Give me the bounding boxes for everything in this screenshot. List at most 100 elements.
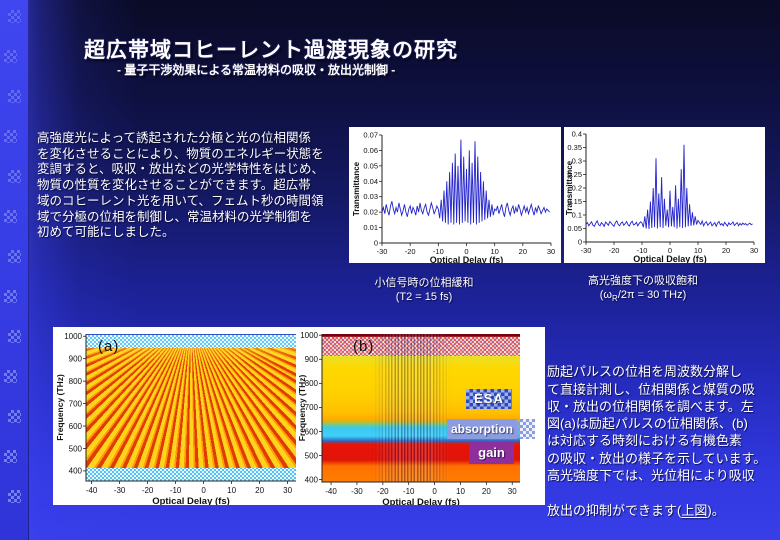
svg-text:Frequency (THz): Frequency (THz) [55, 374, 65, 441]
spectrogram-panel: 1000 900 800 700 600 500 400 -40 -30 -20 -10 0 10 20 3… [53, 327, 545, 505]
svg-text:0: 0 [464, 247, 468, 256]
svg-text:Optical Delay (fs): Optical Delay (fs) [633, 254, 707, 263]
svg-text:-40: -40 [86, 486, 98, 495]
svg-text:0.35: 0.35 [567, 143, 582, 152]
intro-paragraph: 高強度光によって誘起された分極と光の位相関係 を変化させることにより、物質のエネ… [37, 131, 325, 240]
svg-text:400: 400 [69, 467, 83, 476]
checker-accent-bar [0, 0, 29, 540]
noise-band-top [86, 334, 296, 348]
jouzu-underlined-ref: 上図 [681, 502, 708, 518]
svg-text:Optical Delay (fs): Optical Delay (fs) [152, 496, 230, 505]
svg-text:20: 20 [255, 486, 264, 495]
svg-text:20: 20 [722, 246, 730, 255]
svg-text:600: 600 [305, 427, 319, 436]
noise-band-top [322, 337, 520, 356]
svg-text:Optical Delay (fs): Optical Delay (fs) [430, 255, 504, 263]
spectrogram-axes: 1000 900 800 700 600 500 400 -40 -30 -20 -10 0 10 20 3… [55, 331, 520, 505]
svg-text:0.01: 0.01 [363, 223, 378, 232]
svg-text:-30: -30 [581, 246, 592, 255]
absorption-saturation-chart: 0 0.05 0.1 0.15 0.2 0.25 0.3 0.35 0.4 -30 -20 -10 0 1… [565, 130, 758, 264]
absorption-label: absorption [447, 419, 517, 439]
plot-absorption-saturation: 0 0.05 0.1 0.15 0.2 0.25 0.3 0.35 0.4 -30 -20 -10 0 1… [564, 127, 765, 263]
esa-label: ESA [466, 389, 512, 409]
svg-text:Transmittance: Transmittance [565, 160, 574, 215]
svg-text:0: 0 [668, 246, 672, 255]
caption-line: 小信号時の位相緩和 [374, 277, 474, 289]
svg-text:0.05: 0.05 [567, 224, 582, 233]
svg-text:0.15: 0.15 [567, 197, 582, 206]
svg-text:900: 900 [69, 354, 83, 363]
svg-text:-10: -10 [637, 246, 648, 255]
svg-text:30: 30 [547, 247, 555, 256]
svg-text:500: 500 [305, 451, 319, 460]
svg-text:Optical Delay (fs): Optical Delay (fs) [382, 497, 460, 505]
checker-square [8, 170, 21, 183]
checker-square [4, 50, 17, 63]
svg-text:10: 10 [456, 487, 465, 496]
description-paragraph: 励起パルスの位相を周波数分解し て直接計測し、位相関係と媒質の吸 収・放出の位相… [547, 346, 779, 519]
svg-text:-30: -30 [351, 487, 363, 496]
svg-text:-30: -30 [377, 247, 388, 256]
svg-text:0.02: 0.02 [363, 208, 378, 217]
caption-phase-relaxation: 小信号時の位相緩和 (T2 = 15 fs) [352, 276, 496, 304]
plot-phase-relaxation: 0 0.01 0.02 0.03 0.04 0.05 0.06 0.07 -30 -20 -10 0 1… [349, 127, 561, 263]
caption-line: (ωR/2π = 30 THz) [599, 289, 687, 304]
svg-text:700: 700 [305, 403, 319, 412]
svg-text:800: 800 [305, 379, 319, 388]
svg-text:20: 20 [519, 247, 527, 256]
checker-square [4, 450, 17, 463]
svg-text:-40: -40 [325, 487, 337, 496]
checker-square [4, 210, 17, 223]
spectrogram-a-heatmap [86, 334, 296, 481]
checker-square [8, 250, 21, 263]
svg-text:-20: -20 [142, 486, 154, 495]
checker-square [8, 90, 21, 103]
svg-text:0.03: 0.03 [363, 192, 378, 201]
svg-text:0.25: 0.25 [567, 170, 582, 179]
svg-text:-20: -20 [405, 247, 416, 256]
panel-label-b: (b) [353, 338, 375, 355]
svg-text:500: 500 [69, 444, 83, 453]
svg-text:0.4: 0.4 [572, 130, 582, 139]
svg-text:800: 800 [69, 377, 83, 386]
description-lines: 励起パルスの位相を周波数分解し て直接計測し、位相関係と媒質の吸 収・放出の位相… [547, 364, 767, 484]
caption-line: (T2 = 15 fs) [395, 291, 453, 303]
svg-text:-20: -20 [609, 246, 620, 255]
svg-text:-10: -10 [170, 486, 182, 495]
description-last-line: 放出の抑制ができます(上図)。 [547, 502, 725, 518]
svg-text:30: 30 [508, 487, 517, 496]
checker-square [8, 490, 21, 503]
phase-relaxation-chart: 0 0.01 0.02 0.03 0.04 0.05 0.06 0.07 -30 -20 -10 0 1… [352, 131, 555, 264]
absorption-label-checker-extension [517, 419, 535, 439]
svg-text:10: 10 [227, 486, 236, 495]
svg-text:0.3: 0.3 [572, 157, 582, 166]
subscript-r: R [612, 294, 618, 304]
checker-square [8, 410, 21, 423]
svg-text:-10: -10 [403, 487, 415, 496]
caption-line: 高光強度下の吸収飽和 [588, 275, 698, 287]
svg-text:0.2: 0.2 [572, 184, 582, 193]
checker-square [4, 370, 17, 383]
svg-text:10: 10 [490, 247, 498, 256]
checker-square [8, 330, 21, 343]
svg-text:0.07: 0.07 [363, 131, 378, 140]
svg-text:900: 900 [305, 355, 319, 364]
caption-absorption-saturation: 高光強度下の吸収飽和 (ωR/2π = 30 THz) [570, 274, 716, 306]
svg-text:10: 10 [694, 246, 702, 255]
svg-text:30: 30 [283, 486, 292, 495]
svg-text:0: 0 [374, 239, 378, 248]
svg-text:0: 0 [578, 238, 582, 247]
svg-text:600: 600 [69, 422, 83, 431]
svg-text:1000: 1000 [300, 331, 318, 340]
svg-text:Transmittance: Transmittance [352, 161, 361, 216]
checker-square [4, 290, 17, 303]
svg-text:0.06: 0.06 [363, 146, 378, 155]
noise-band-bottom [86, 468, 296, 481]
svg-text:Frequency (THz): Frequency (THz) [297, 375, 307, 442]
svg-text:700: 700 [69, 399, 83, 408]
svg-text:400: 400 [305, 475, 319, 484]
interference-stripes [371, 334, 451, 482]
svg-text:0.1: 0.1 [572, 211, 582, 220]
svg-text:-30: -30 [114, 486, 126, 495]
